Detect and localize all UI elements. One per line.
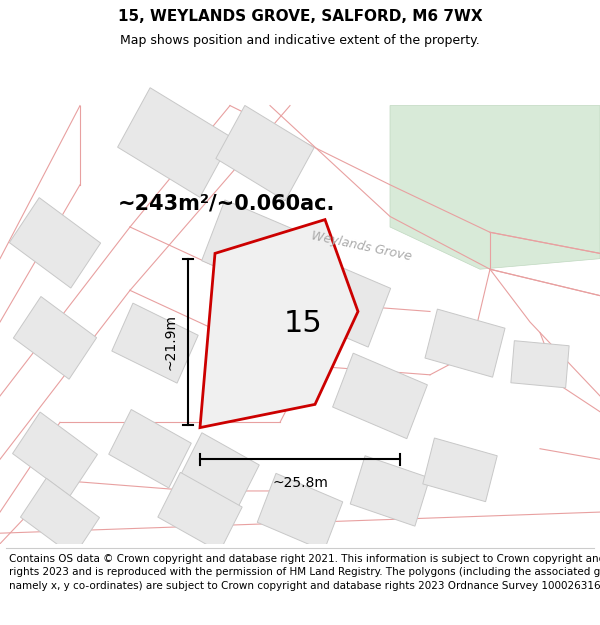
Text: 15, WEYLANDS GROVE, SALFORD, M6 7WX: 15, WEYLANDS GROVE, SALFORD, M6 7WX [118, 9, 482, 24]
Polygon shape [200, 219, 358, 428]
Text: ~25.8m: ~25.8m [272, 476, 328, 490]
Text: Contains OS data © Crown copyright and database right 2021. This information is : Contains OS data © Crown copyright and d… [9, 554, 600, 591]
Polygon shape [350, 456, 430, 526]
Polygon shape [425, 309, 505, 377]
Polygon shape [289, 255, 391, 347]
Text: Map shows position and indicative extent of the property.: Map shows position and indicative extent… [120, 34, 480, 48]
Text: ~21.9m: ~21.9m [164, 314, 178, 370]
Polygon shape [257, 473, 343, 551]
Polygon shape [332, 353, 427, 439]
Text: Weylands Grove: Weylands Grove [310, 229, 413, 263]
Polygon shape [20, 478, 100, 556]
Polygon shape [118, 88, 232, 198]
Polygon shape [158, 472, 242, 552]
Polygon shape [216, 106, 314, 201]
Text: 15: 15 [283, 309, 322, 338]
Polygon shape [13, 296, 97, 379]
Text: ~243m²/~0.060ac.: ~243m²/~0.060ac. [118, 194, 335, 214]
Polygon shape [202, 200, 308, 296]
Polygon shape [423, 438, 497, 502]
Polygon shape [390, 106, 600, 269]
Polygon shape [181, 432, 259, 507]
Polygon shape [10, 198, 101, 288]
Polygon shape [511, 341, 569, 388]
Polygon shape [13, 412, 97, 496]
Polygon shape [109, 409, 191, 488]
Polygon shape [112, 303, 198, 383]
